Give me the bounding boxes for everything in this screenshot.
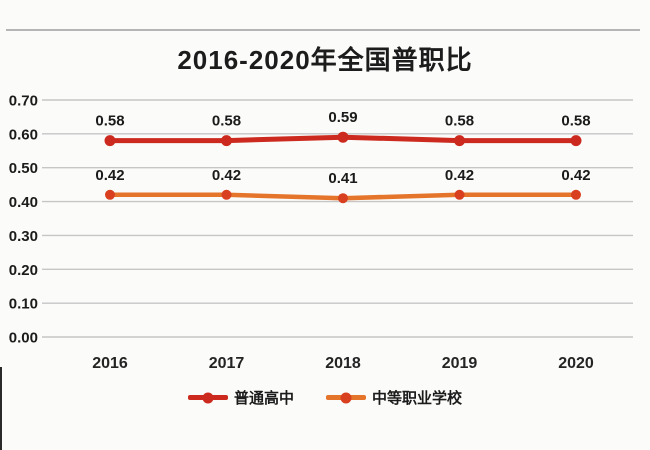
data-point-marker [338,193,348,204]
data-point-marker [221,189,232,200]
data-label: 0.42 [212,167,241,184]
legend-line-marker-icon [326,392,366,403]
legend-label: 中等职业学校 [372,390,463,407]
data-point-marker [105,189,115,200]
data-label: 0.42 [95,167,124,184]
data-label: 0.59 [328,109,357,126]
legend: 普通高中 中等职业学校 [0,387,650,408]
top-divider-line [6,29,640,31]
ytick-label: 0.60 [9,126,38,143]
legend-line-marker-icon [187,392,228,403]
xtick-label: 2018 [325,355,361,372]
legend-dot-icon [202,392,214,403]
data-point-marker [571,189,581,200]
legend-item-secondary-vocational: 中等职业学校 [326,387,462,408]
data-point-marker [570,135,582,147]
ytick-label: 0.30 [9,228,38,245]
legend-item-general-high-school: 普通高中 [187,387,294,408]
ytick-label: 0.70 [9,93,38,110]
xtick-label: 2017 [209,355,245,372]
data-label: 0.42 [445,167,474,184]
data-label: 0.58 [561,113,590,130]
xtick-label: 2016 [92,355,128,372]
data-point-marker [104,135,116,147]
data-point-marker [454,135,465,147]
data-label: 0.42 [561,167,590,184]
legend-dot-icon [340,392,352,403]
data-point-marker [454,189,465,200]
ytick-label: 0.20 [9,262,38,279]
ytick-label: 0.10 [9,296,38,313]
chart-title: 2016-2020年全国普职比 [177,45,473,75]
data-label: 0.41 [328,170,357,187]
data-point-marker [337,131,349,143]
left-edge-strip [0,367,2,450]
xtick-label: 2020 [558,355,594,372]
ytick-label: 0.40 [9,194,38,211]
ytick-label: 0.00 [9,330,38,347]
data-label: 0.58 [95,113,124,130]
data-point-marker [221,135,232,147]
xtick-label: 2019 [442,355,478,372]
legend-label: 普通高中 [233,390,294,407]
data-label: 0.58 [445,113,474,130]
data-label: 0.58 [212,113,241,130]
ytick-label: 0.50 [9,160,38,177]
